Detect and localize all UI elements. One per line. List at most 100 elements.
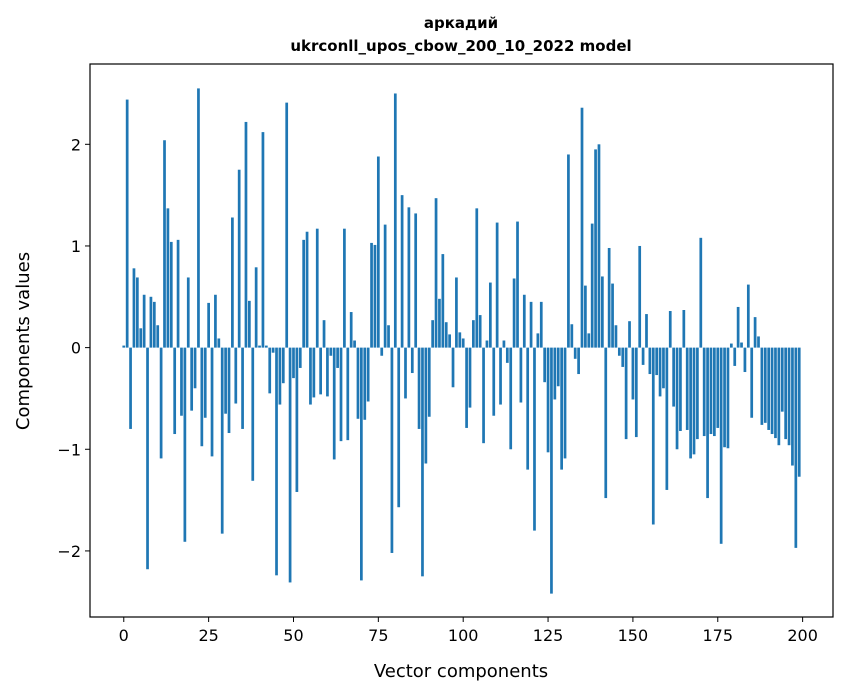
bar: [482, 347, 485, 444]
bar: [553, 347, 557, 400]
bar: [227, 347, 231, 434]
x-axis-label: Vector components: [374, 661, 548, 682]
bar: [376, 156, 380, 348]
bar: [617, 347, 621, 356]
bar: [621, 347, 625, 367]
bar: [129, 347, 132, 429]
bar: [719, 347, 723, 544]
bar: [794, 347, 798, 548]
bar: [414, 213, 418, 348]
bar: [651, 347, 655, 525]
bar: [736, 306, 740, 348]
bar: [539, 301, 543, 348]
bar: [217, 338, 221, 348]
x-tick-label: 200: [787, 626, 818, 645]
bar: [285, 102, 289, 348]
bar: [770, 347, 774, 435]
bar: [648, 347, 652, 375]
bar: [183, 347, 187, 542]
bar: [597, 144, 601, 348]
bar: [125, 99, 129, 348]
bar: [757, 336, 760, 348]
bar: [607, 247, 611, 348]
bar: [441, 254, 445, 348]
bar: [468, 347, 472, 408]
bar: [743, 347, 747, 373]
bar: [339, 347, 343, 442]
bar: [312, 347, 316, 398]
bar: [244, 121, 248, 348]
bar: [166, 208, 170, 348]
bar: [495, 222, 499, 348]
bar: [258, 345, 261, 348]
bar: [787, 347, 791, 446]
bar: [746, 284, 750, 348]
bar: [400, 195, 404, 348]
bar: [271, 347, 275, 353]
bar: [713, 347, 716, 437]
bar: [404, 347, 407, 399]
bar: [332, 347, 336, 460]
bar: [628, 321, 631, 348]
bar: [146, 347, 149, 570]
bar: [373, 244, 377, 348]
bar: [461, 338, 465, 348]
bar: [774, 347, 777, 439]
x-axis-ticks: 0 25 50 75 100 125 150 175 200: [119, 617, 818, 645]
bar: [601, 276, 604, 348]
bar: [519, 347, 523, 403]
bar: [624, 347, 628, 440]
bar: [760, 347, 764, 425]
bar: [543, 347, 547, 383]
bar: [197, 88, 200, 348]
bar: [264, 345, 268, 348]
bar: [584, 285, 587, 348]
bar: [397, 347, 401, 508]
bar: [370, 242, 373, 348]
x-tick-label: 150: [618, 626, 649, 645]
bar: [604, 347, 608, 499]
bar: [241, 347, 244, 429]
bar: [152, 301, 156, 348]
bar: [645, 314, 648, 348]
bar: [142, 294, 146, 348]
bar: [417, 347, 421, 429]
bar: [563, 347, 567, 459]
bar: [638, 245, 642, 348]
bar: [424, 347, 428, 464]
x-tick-label: 100: [448, 626, 479, 645]
bar: [573, 347, 577, 359]
bar: [444, 322, 448, 348]
bar: [696, 347, 699, 440]
bar: [248, 300, 251, 348]
bar: [190, 347, 194, 411]
bar: [658, 347, 662, 397]
plot-frame: [89, 63, 834, 618]
bar: [726, 347, 730, 449]
bar: [750, 347, 754, 418]
bar: [380, 347, 384, 356]
bar: [237, 169, 241, 348]
bar: [383, 224, 387, 348]
bar: [679, 347, 682, 431]
bar: [702, 347, 706, 437]
bar: [784, 347, 788, 440]
bar: [641, 347, 645, 365]
bar: [451, 347, 455, 388]
bar: [723, 347, 726, 448]
bar: [502, 340, 506, 348]
bar: [407, 207, 411, 348]
bar: [336, 347, 339, 368]
bar: [512, 278, 516, 348]
bar: [526, 347, 530, 470]
bar: [366, 347, 370, 402]
bar: [295, 347, 299, 492]
bar: [570, 324, 574, 348]
x-tick-label: 0: [119, 626, 129, 645]
bar: [346, 347, 350, 441]
chart-title-line-1: аркадий: [424, 14, 498, 32]
bar: [438, 298, 441, 348]
bar: [682, 310, 686, 348]
y-tick-label: 0: [71, 339, 81, 358]
bar: [614, 325, 618, 348]
